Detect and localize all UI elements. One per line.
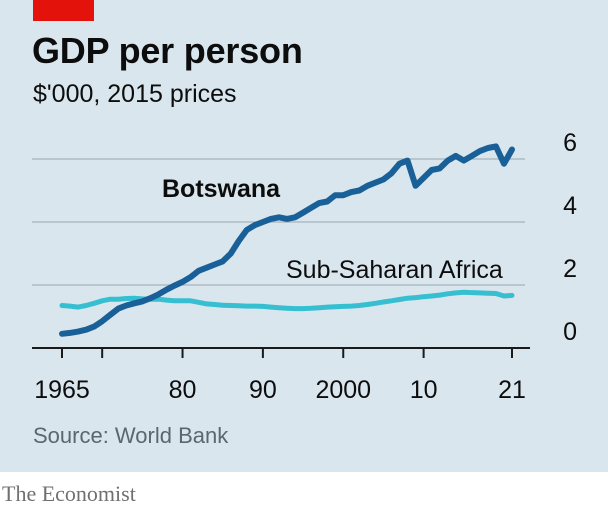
x-tick-label-2021: 21 <box>498 376 526 404</box>
series-line-sub-saharan-africa <box>59 289 515 312</box>
series-labels: Botswana Sub-Saharan Africa <box>162 175 518 284</box>
x-tick-label-1965: 1965 <box>34 376 90 404</box>
x-tick-label-2010: 10 <box>410 376 438 404</box>
x-axis: 1965 80 90 2000 10 21 <box>32 347 530 404</box>
brand-tag <box>33 0 94 21</box>
y-tick-label-6: 6 <box>563 129 577 157</box>
series-label-background <box>278 253 518 283</box>
publisher-logo: The Economist <box>2 481 136 506</box>
series-label-sub-saharan-africa: Sub-Saharan Africa <box>286 256 503 284</box>
chart-panel <box>0 0 608 472</box>
y-axis-tick-labels: 0 2 4 6 <box>563 129 577 346</box>
chart-title: GDP per person <box>32 30 303 71</box>
x-tick-label-2000: 2000 <box>315 376 371 404</box>
series-label-botswana: Botswana <box>162 175 281 203</box>
chart-subtitle: $'000, 2015 prices <box>33 80 237 108</box>
gdp-line-chart: 0 2 4 6 1965 80 90 2000 10 21 Botswana Sub-Sahara… <box>32 129 577 404</box>
y-tick-label-2: 2 <box>563 255 577 283</box>
gridlines <box>32 158 525 286</box>
series-line-botswana <box>59 143 515 337</box>
x-tick-label-1990: 90 <box>249 376 277 404</box>
x-tick-label-1980: 80 <box>169 376 197 404</box>
series-lines <box>59 143 515 337</box>
source-note: Source: World Bank <box>33 423 229 448</box>
y-tick-label-0: 0 <box>563 318 577 346</box>
y-tick-label-4: 4 <box>563 192 577 220</box>
